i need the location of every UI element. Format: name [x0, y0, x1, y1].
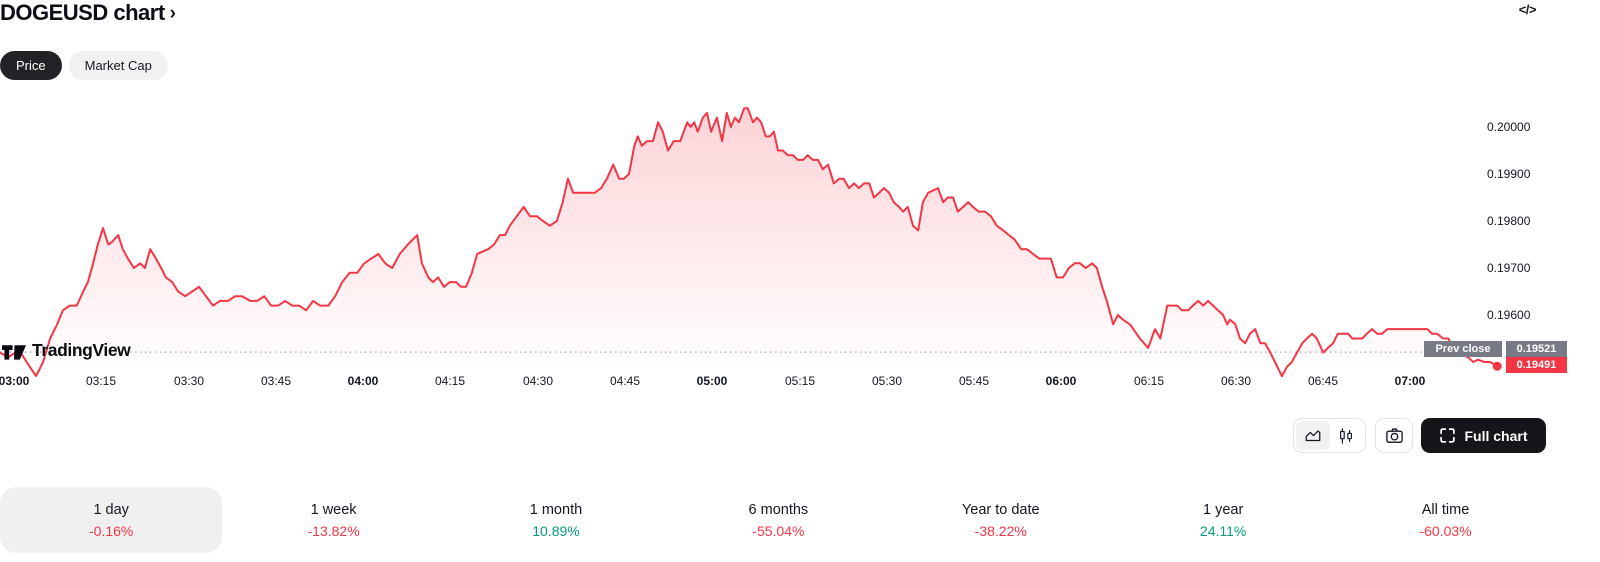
period-change: -55.04%	[752, 522, 805, 539]
tradingview-logo-icon	[2, 344, 27, 360]
x-axis-label: 05:30	[871, 374, 903, 388]
y-axis-label: 0.19600	[1487, 308, 1531, 322]
x-axis-label: 03:30	[173, 374, 205, 388]
period-change: -13.82%	[307, 522, 360, 539]
period-1-day[interactable]: 1 day -0.16%	[0, 487, 223, 553]
period-change: -38.22%	[974, 522, 1027, 539]
x-axis-label: 06:15	[1133, 374, 1165, 388]
period-1-week[interactable]: 1 week -13.82%	[222, 487, 444, 553]
period-label: All time	[1421, 501, 1470, 518]
x-axis-label: 04:30	[522, 374, 554, 388]
period-label: 6 months	[748, 501, 809, 518]
period-change: 24.11%	[1199, 522, 1247, 539]
tradingview-logo[interactable]: TradingView	[2, 340, 131, 361]
x-axis-label: 05:15	[784, 374, 816, 388]
period-change: 10.89%	[532, 522, 580, 539]
last-price-dot	[1492, 361, 1502, 371]
price-line	[0, 107, 1499, 378]
period-all-time[interactable]: All time -60.03%	[1334, 487, 1556, 553]
embed-code-icon[interactable]: </>	[1518, 2, 1537, 17]
page-title-text: DOGEUSD chart	[0, 0, 165, 25]
candlestick-icon	[1340, 427, 1353, 444]
fullscreen-icon	[1440, 428, 1456, 443]
y-axis-label: 0.19900	[1487, 167, 1531, 181]
y-axis-label: 0.20000	[1487, 120, 1531, 134]
page-title[interactable]: DOGEUSD chart ›	[0, 0, 176, 26]
header: DOGEUSD chart › </>	[0, 0, 1600, 30]
period-selector: 1 day -0.16% 1 week -13.82% 1 month 10.89% 6 m…	[0, 487, 1557, 553]
prev-close-value-badge: 0.19521	[1506, 341, 1567, 357]
x-axis-label: 03:00	[0, 374, 30, 388]
chevron-right-icon: ›	[169, 3, 176, 24]
tab-price[interactable]: Price	[0, 51, 62, 80]
period-label: Year to date	[961, 501, 1040, 518]
area-chart-icon	[1305, 429, 1321, 441]
full-chart-button[interactable]: Full chart	[1421, 418, 1546, 453]
price-line-chart[interactable]	[0, 90, 1600, 400]
period-label: 1 week	[310, 501, 357, 518]
y-axis-label: 0.19800	[1487, 214, 1531, 228]
x-axis-label: 06:00	[1045, 374, 1077, 388]
area-fill	[0, 108, 1498, 377]
x-axis-label: 04:45	[609, 374, 641, 388]
camera-icon	[1385, 428, 1403, 443]
chart-toolbar: Full chart	[0, 418, 1600, 454]
chart-type-toggle	[1293, 418, 1366, 453]
full-chart-label: Full chart	[1464, 427, 1528, 444]
tradingview-logo-text: TradingView	[32, 340, 131, 360]
last-price-badge: 0.19491	[1506, 357, 1567, 373]
period-change: -0.16%	[89, 522, 134, 539]
chart-type-area-button[interactable]	[1296, 421, 1330, 450]
period-label: 1 day	[93, 501, 129, 518]
x-axis-label: 05:00	[696, 374, 728, 388]
tab-market-cap[interactable]: Market Cap	[68, 51, 168, 80]
prev-close-label-badge: Prev close	[1424, 341, 1502, 357]
screenshot-button[interactable]	[1375, 418, 1413, 453]
period-year-to-date[interactable]: Year to date -38.22%	[890, 487, 1112, 553]
period-label: 1 year	[1202, 501, 1244, 518]
x-axis-label: 04:15	[434, 374, 466, 388]
x-axis-label: 07:00	[1394, 374, 1426, 388]
x-axis-label: 06:45	[1307, 374, 1339, 388]
x-axis-label: 06:30	[1220, 374, 1252, 388]
period-change: -60.03%	[1419, 522, 1472, 539]
chart-type-candles-button[interactable]	[1330, 421, 1364, 450]
period-6-months[interactable]: 6 months -55.04%	[667, 487, 889, 553]
period-label: 1 month	[529, 501, 583, 518]
period-1-year[interactable]: 1 year 24.11%	[1112, 487, 1334, 553]
x-axis-label: 03:15	[85, 374, 117, 388]
y-axis-label: 0.19700	[1487, 261, 1531, 275]
chart-area: 0.20000 0.19900 0.19800 0.19700 0.19600 03:0…	[0, 90, 1600, 400]
x-axis-label: 05:45	[958, 374, 990, 388]
chart-mode-tabs: Price Market Cap	[0, 51, 168, 80]
x-axis-label: 03:45	[260, 374, 292, 388]
period-1-month[interactable]: 1 month 10.89%	[445, 487, 667, 553]
x-axis-label: 04:00	[347, 374, 379, 388]
